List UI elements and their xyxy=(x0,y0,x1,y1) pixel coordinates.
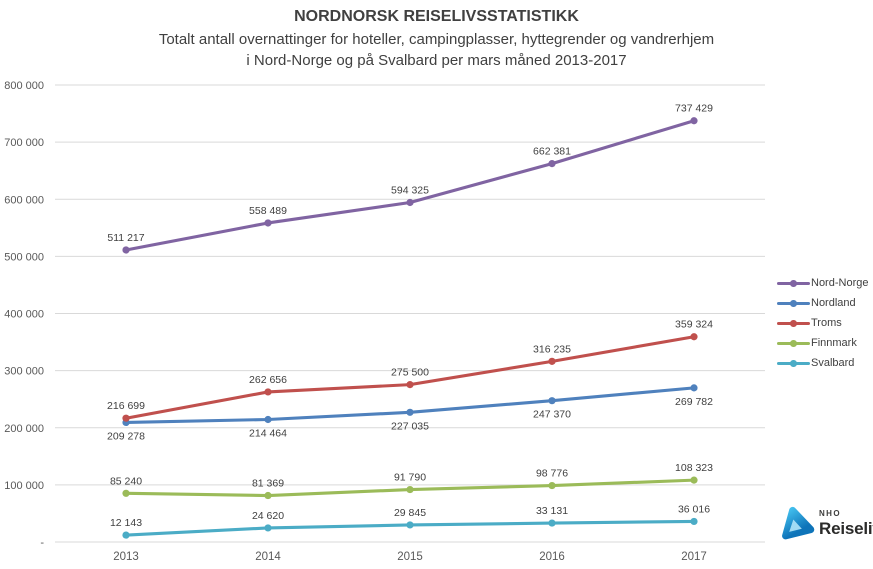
data-label: 511 217 xyxy=(107,232,144,244)
data-point xyxy=(690,333,698,341)
data-point xyxy=(406,485,414,494)
data-point xyxy=(690,517,698,526)
data-label: 737 429 xyxy=(675,103,713,115)
data-point xyxy=(406,198,414,207)
data-point xyxy=(548,160,556,168)
data-point xyxy=(690,117,698,125)
x-axis-tick-label: 2017 xyxy=(681,551,707,563)
data-point xyxy=(122,489,130,497)
y-axis-tick-label: 600 000 xyxy=(4,194,44,206)
y-axis-tick-label: 800 000 xyxy=(4,80,44,92)
legend-label: Troms xyxy=(811,317,842,329)
legend-label: Svalbard xyxy=(811,357,855,369)
data-label: 209 278 xyxy=(107,430,145,442)
data-label: 91 790 xyxy=(394,472,426,484)
data-point xyxy=(264,491,272,500)
y-axis-tick-label: 500 000 xyxy=(4,251,44,263)
y-axis-tick-label: 300 000 xyxy=(4,366,44,378)
chart-header: NORDNORSK REISELIVSSTATISTIKK Totalt ant… xyxy=(0,5,873,71)
data-point xyxy=(406,381,414,389)
data-label: 108 323 xyxy=(675,462,713,474)
data-point xyxy=(690,476,698,484)
data-point xyxy=(690,384,698,392)
data-label: 558 489 xyxy=(249,205,287,217)
y-axis-tick-label: 200 000 xyxy=(4,423,44,435)
data-label: 98 776 xyxy=(536,468,568,480)
data-point xyxy=(406,521,414,529)
logo-nho-text: NHO xyxy=(819,508,841,518)
series-line-nordland xyxy=(124,386,696,424)
legend-item-nordland: Nordland xyxy=(777,293,868,313)
data-point xyxy=(122,246,130,254)
data-label: 359 324 xyxy=(675,319,713,331)
legend-line-marker-icon xyxy=(777,319,810,327)
data-label: 81 369 xyxy=(252,478,284,490)
data-label: 33 131 xyxy=(536,505,568,517)
data-label: 227 035 xyxy=(391,420,429,432)
chart-subtitle-line1: Totalt antall overnattinger for hoteller… xyxy=(158,31,715,48)
y-axis-tick-label: - xyxy=(40,537,44,549)
legend-label: Nord-Norge xyxy=(811,277,869,289)
data-point xyxy=(122,531,130,539)
data-label: 85 240 xyxy=(110,475,142,487)
data-label: 29 845 xyxy=(394,507,426,519)
chart-legend: Nord-Norge Nordland Troms Finnmark Svalb… xyxy=(777,273,868,373)
data-label: 247 370 xyxy=(533,409,571,421)
data-label: 214 464 xyxy=(249,427,287,439)
legend-line-marker-icon xyxy=(777,299,810,307)
y-axis-tick-label: 700 000 xyxy=(4,137,44,149)
nho-triangle-icon xyxy=(782,506,815,540)
data-point xyxy=(548,397,556,405)
data-point xyxy=(548,519,556,527)
legend-item-nord-norge: Nord-Norge xyxy=(777,273,868,293)
data-point xyxy=(264,415,272,424)
data-label: 36 016 xyxy=(678,503,710,515)
legend-line-marker-icon xyxy=(777,359,810,367)
data-point xyxy=(548,481,556,490)
legend-label: Finnmark xyxy=(811,337,857,349)
data-point xyxy=(548,357,556,365)
data-label: 12 143 xyxy=(110,517,142,529)
x-axis-tick-label: 2016 xyxy=(539,551,565,563)
legend-line-marker-icon xyxy=(777,339,810,347)
data-label: 216 699 xyxy=(107,400,145,412)
data-point xyxy=(264,524,272,532)
y-axis-tick-label: 100 000 xyxy=(4,480,44,492)
data-point xyxy=(264,388,272,396)
data-label: 24 620 xyxy=(252,510,284,522)
logo-wordmark: NHO Reiseliv xyxy=(819,508,873,538)
data-label: 594 325 xyxy=(391,184,429,196)
y-axis-tick-label: 400 000 xyxy=(4,309,44,321)
data-label: 316 235 xyxy=(533,343,571,355)
legend-line-marker-icon xyxy=(777,279,810,287)
data-label: 662 381 xyxy=(533,146,571,158)
data-label: 275 500 xyxy=(391,367,429,379)
nho-reiseliv-logo: NHO Reiseliv xyxy=(777,502,873,544)
chart-title: NORDNORSK REISELIVSSTATISTIKK xyxy=(294,8,579,25)
legend-item-troms: Troms xyxy=(777,313,868,333)
legend-item-finnmark: Finnmark xyxy=(777,333,868,353)
x-axis-tick-label: 2015 xyxy=(397,551,423,563)
x-axis-tick-label: 2014 xyxy=(255,551,281,563)
legend-label: Nordland xyxy=(811,297,856,309)
data-point xyxy=(122,414,130,422)
logo-reiseliv-text: Reiseliv xyxy=(819,518,873,538)
legend-item-svalbard: Svalbard xyxy=(777,353,868,373)
x-axis-tick-label: 2013 xyxy=(113,551,139,563)
chart-subtitle-line2: i Nord-Norge og på Svalbard per mars mån… xyxy=(246,52,627,69)
data-point xyxy=(406,408,414,416)
data-label: 269 782 xyxy=(675,396,713,408)
data-point xyxy=(264,219,272,227)
data-label: 262 656 xyxy=(249,374,287,386)
